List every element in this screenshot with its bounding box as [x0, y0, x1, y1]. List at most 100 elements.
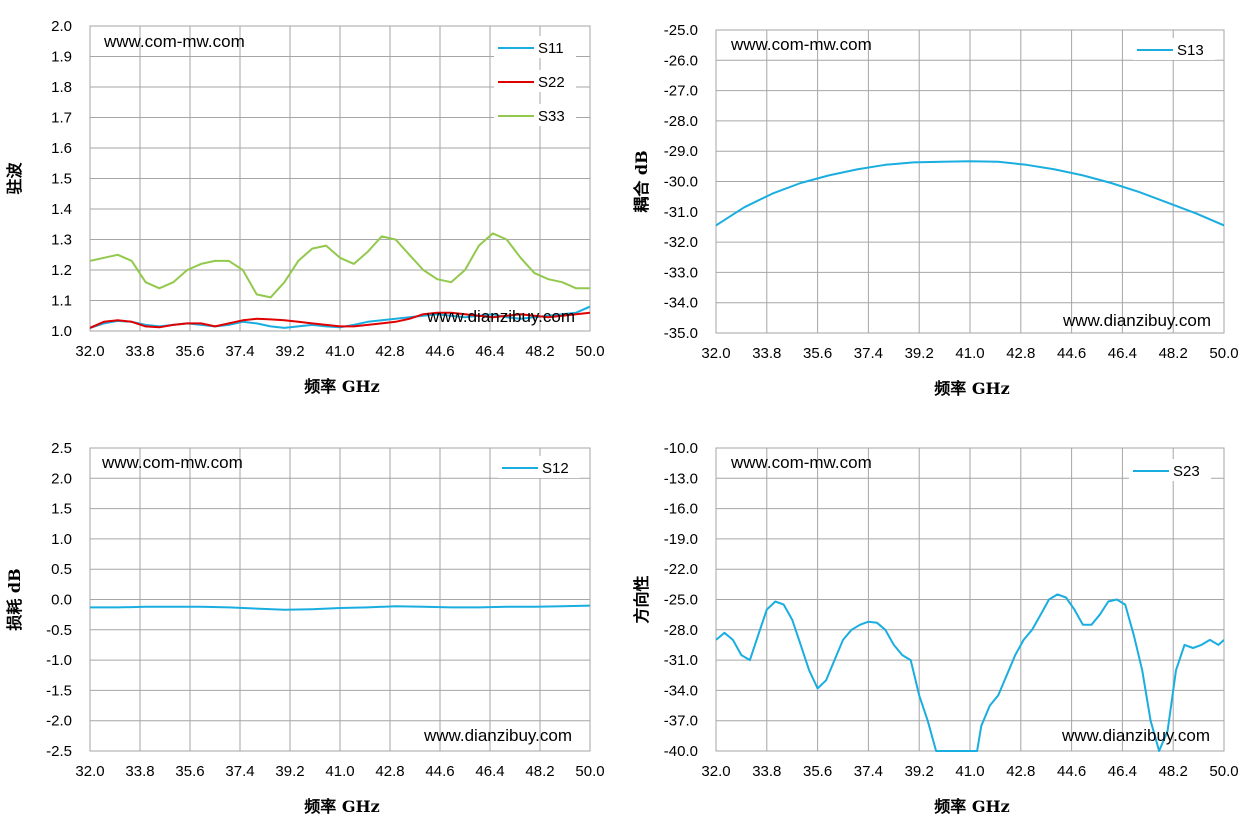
y-tick-label: -2.5	[46, 743, 72, 760]
x-tick-label: 39.2	[275, 763, 304, 780]
x-tick-label: 48.2	[525, 343, 554, 360]
watermark-text: www.com-mw.com	[101, 453, 243, 472]
y-tick-label: -33.0	[664, 264, 698, 281]
watermark-text: www.dianzibuy.com	[426, 307, 575, 326]
x-tick-label: 50.0	[1209, 345, 1238, 362]
y-axis-label: 损耗 dB	[5, 568, 24, 630]
x-tick-label: 42.8	[1006, 345, 1035, 362]
x-tick-label: 48.2	[1159, 345, 1188, 362]
x-tick-label: 46.4	[1108, 763, 1137, 780]
x-axis-label: 频率 GHz	[304, 377, 379, 396]
y-tick-label: 0.5	[51, 561, 72, 578]
x-tick-label: 33.8	[752, 345, 781, 362]
legend-label: S11	[538, 40, 564, 57]
y-tick-label: 2.0	[51, 18, 72, 35]
y-tick-label: -32.0	[664, 234, 698, 251]
x-tick-label: 37.4	[225, 763, 254, 780]
legend-box	[1129, 459, 1211, 481]
x-tick-label: 32.0	[75, 763, 104, 780]
x-tick-label: 48.2	[525, 763, 554, 780]
y-tick-label: -2.0	[46, 713, 72, 730]
x-tick-label: 37.4	[854, 345, 883, 362]
legend-label: S22	[538, 74, 565, 91]
y-tick-label: 2.5	[51, 440, 72, 457]
watermark-text: www.dianzibuy.com	[1061, 726, 1210, 745]
x-tick-label: 33.8	[752, 763, 781, 780]
series-line-s13	[716, 160, 1224, 227]
y-tick-label: 1.3	[51, 232, 72, 249]
x-tick-label: 42.8	[375, 763, 404, 780]
y-tick-label: -30.0	[664, 174, 698, 191]
x-tick-label: 39.2	[275, 343, 304, 360]
legend-label: S13	[1177, 42, 1204, 59]
x-tick-label: 32.0	[75, 343, 104, 360]
y-tick-label: -31.0	[664, 652, 698, 669]
y-axis-label: 方向性	[632, 575, 651, 623]
x-tick-label: 41.0	[955, 763, 984, 780]
x-tick-label: 35.6	[175, 763, 204, 780]
y-tick-label: -13.0	[664, 470, 698, 487]
y-tick-label: -22.0	[664, 561, 698, 578]
y-tick-label: 1.4	[51, 201, 72, 218]
y-tick-label: -27.0	[664, 83, 698, 100]
x-tick-label: 44.6	[425, 763, 454, 780]
x-tick-label: 50.0	[575, 763, 604, 780]
x-tick-label: 35.6	[803, 763, 832, 780]
x-tick-label: 32.0	[701, 763, 730, 780]
y-tick-label: -40.0	[664, 743, 698, 760]
x-tick-label: 42.8	[375, 343, 404, 360]
directivity-chart: 32.0 33.8 35.6 37.4 39.2 41.0 42.8 44.6 46.4 48.2…	[632, 440, 1239, 816]
y-tick-label: 1.5	[51, 171, 72, 188]
x-tick-label: 32.0	[701, 345, 730, 362]
x-tick-label: 41.0	[955, 345, 984, 362]
loss-chart: 32.0 33.8 35.6 37.4 39.2 41.0 42.8 44.6 46.4 48.2…	[5, 440, 605, 816]
y-tick-label: 1.2	[51, 262, 72, 279]
legend-label: S12	[542, 460, 569, 477]
y-tick-label: 2.0	[51, 470, 72, 487]
x-tick-label: 46.4	[1108, 345, 1137, 362]
x-tick-label: 35.6	[175, 343, 204, 360]
y-tick-label: 1.8	[51, 79, 72, 96]
x-tick-label: 39.2	[905, 763, 934, 780]
x-tick-label: 41.0	[325, 343, 354, 360]
series-line-s12	[90, 604, 590, 611]
x-axis-label: 频率 GHz	[934, 797, 1009, 816]
x-tick-label: 50.0	[1209, 763, 1238, 780]
x-tick-label: 50.0	[575, 343, 604, 360]
y-tick-label: 1.1	[51, 293, 72, 310]
y-tick-label: -35.0	[664, 325, 698, 342]
x-tick-label: 33.8	[125, 343, 154, 360]
vswr-chart: 32.0 33.8 35.6 37.4 39.2 41.0 42.8 44.6 46.4 48.2…	[5, 18, 605, 396]
x-tick-label: 44.6	[1057, 763, 1086, 780]
legend-box	[498, 456, 580, 478]
legend-label: S33	[538, 108, 565, 125]
y-tick-label: -10.0	[664, 440, 698, 457]
x-axis-label: 频率 GHz	[934, 379, 1009, 398]
y-tick-label: 1.0	[51, 323, 72, 340]
coupling-chart: 32.0 33.8 35.6 37.4 39.2 41.0 42.8 44.6 46.4 48.2…	[632, 22, 1239, 398]
y-tick-label: -19.0	[664, 531, 698, 548]
y-tick-label: 1.6	[51, 140, 72, 157]
x-tick-label: 44.6	[425, 343, 454, 360]
watermark-text: www.com-mw.com	[730, 35, 872, 54]
y-tick-label: -34.0	[664, 295, 698, 312]
y-tick-label: -25.0	[664, 22, 698, 39]
legend-box	[494, 36, 576, 58]
y-tick-label: -25.0	[664, 592, 698, 609]
watermark-text: www.com-mw.com	[103, 32, 245, 51]
x-tick-label: 46.4	[475, 343, 504, 360]
y-tick-label: 1.0	[51, 531, 72, 548]
y-tick-label: -28.0	[664, 622, 698, 639]
y-tick-label: -16.0	[664, 501, 698, 518]
y-tick-label: -0.5	[46, 622, 72, 639]
x-tick-label: 35.6	[803, 345, 832, 362]
y-tick-label: 0.0	[51, 592, 72, 609]
legend-box	[1133, 38, 1215, 60]
series-line-s22	[90, 311, 590, 329]
y-tick-label: -28.0	[664, 113, 698, 130]
x-tick-label: 48.2	[1159, 763, 1188, 780]
y-axis-label: 耦合 dB	[632, 150, 651, 212]
x-tick-label: 44.6	[1057, 345, 1086, 362]
x-tick-label: 37.4	[225, 343, 254, 360]
y-axis-label: 驻波	[5, 162, 24, 195]
